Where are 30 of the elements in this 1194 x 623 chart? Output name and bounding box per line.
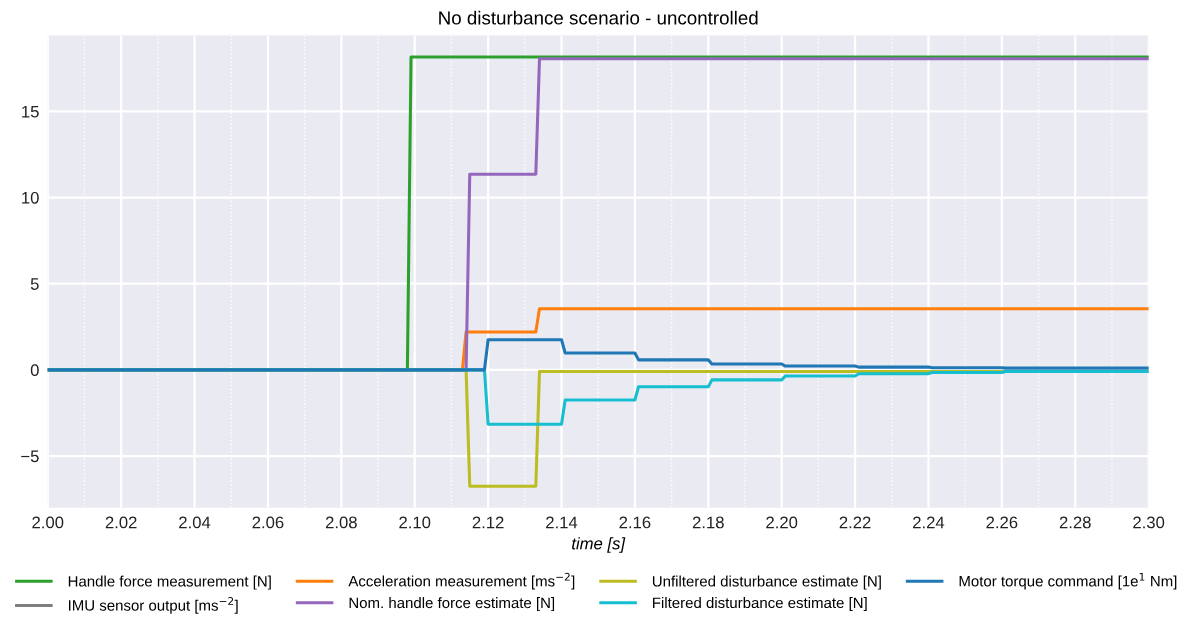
x-tick-label: 2.20 [766,516,798,529]
y-tick-label: 10 [22,191,39,204]
x-tick-label: 2.12 [472,516,504,529]
y-tick-label: 15 [22,105,39,118]
y-tick-label: 5 [30,278,39,290]
legend-label: Filtered disturbance estimate [N] [653,597,867,612]
x-tick-label: 2.00 [32,516,64,529]
y-tick-label: −5 [21,450,39,463]
x-axis-title: time [s] [572,537,626,553]
x-tick-label: 2.26 [986,516,1018,529]
x-tick-label: 2.28 [1059,516,1091,529]
x-tick-label: 2.10 [399,516,431,529]
legend-label: IMU sensor output [ms$^{−2}$] [68,597,238,614]
x-tick-label: 2.30 [1133,516,1165,529]
x-tick-label: 2.06 [252,516,284,529]
legend-label: Handle force measurement [N] [68,575,271,590]
x-tick-label: 2.04 [179,516,211,529]
x-tick-label: 2.14 [546,516,578,529]
chart-title: No disturbance scenario - uncontrolled [439,10,758,25]
legend-label: Motor torque command [1e$^{1}$ Nm] [959,572,1177,590]
legend-label: Acceleration measurement [ms$^{−2}$] [348,572,575,590]
legend-label: Nom. handle force estimate [N] [349,597,555,612]
x-tick-label: 2.18 [692,516,724,529]
x-tick-label: 2.16 [619,516,651,529]
legend-label: Unfiltered disturbance estimate [N] [652,575,881,590]
x-tick-label: 2.08 [325,516,357,529]
x-tick-label: 2.22 [839,516,871,529]
y-tick-label: 0 [30,364,39,377]
x-tick-label: 2.24 [913,516,945,529]
x-tick-label: 2.02 [105,516,137,529]
